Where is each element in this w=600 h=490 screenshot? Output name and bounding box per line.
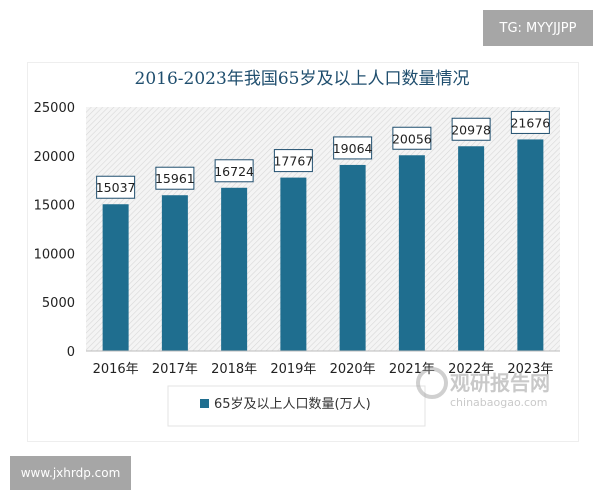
data-label-box xyxy=(273,149,313,173)
y-tick-label: 5000 xyxy=(42,296,75,311)
x-tick-label: 2018年 xyxy=(211,362,257,377)
x-tick-label: 2022年 xyxy=(448,362,494,377)
y-tick-label: 10000 xyxy=(34,247,75,262)
y-tick-label: 20000 xyxy=(34,150,75,165)
bar xyxy=(398,155,425,351)
data-label: 17767 xyxy=(273,154,313,169)
bar xyxy=(221,187,248,351)
data-label: 19064 xyxy=(333,141,373,156)
x-tick-label: 2019年 xyxy=(270,362,316,377)
y-tick-label: 25000 xyxy=(34,101,75,116)
svg-text:观研报告网: 观研报告网 xyxy=(450,371,550,395)
data-label-box xyxy=(333,136,373,160)
data-label: 20056 xyxy=(392,131,432,146)
y-tick-label: 15000 xyxy=(34,199,75,214)
bar-chart: 2016-2023年我国65岁及以上人口数量情况 0 5000 10000 15000… xyxy=(34,69,560,427)
bar xyxy=(102,204,129,351)
bar xyxy=(280,177,307,351)
data-label-box xyxy=(510,110,550,134)
data-label: 20978 xyxy=(451,122,491,137)
x-tick-label: 2021年 xyxy=(389,362,435,377)
data-label-box xyxy=(392,126,432,150)
data-label: 15961 xyxy=(155,171,195,186)
data-label-box xyxy=(214,159,254,183)
legend-swatch xyxy=(200,399,209,408)
svg-text:chinabaogao.com: chinabaogao.com xyxy=(450,396,548,409)
data-label-box xyxy=(155,166,195,190)
y-tick-label: 0 xyxy=(67,345,75,360)
legend-label: 65岁及以上人口数量(万人) xyxy=(214,397,371,412)
bar xyxy=(517,139,544,351)
bar xyxy=(339,164,366,351)
x-tick-label: 2023年 xyxy=(507,362,553,377)
data-label: 16724 xyxy=(214,164,254,179)
data-label-box xyxy=(96,175,136,199)
x-tick-label: 2016年 xyxy=(93,362,139,377)
plot-area xyxy=(86,107,560,351)
x-tick-label: 2017年 xyxy=(152,362,198,377)
watermark-tg: TG: MYYJJPP xyxy=(483,10,593,46)
logo-watermark: 观研报告网 chinabaogao.com xyxy=(416,367,550,409)
x-tick-label: 2020年 xyxy=(330,362,376,377)
data-label-box xyxy=(451,117,491,141)
data-label: 15037 xyxy=(96,180,136,195)
bar xyxy=(161,195,188,351)
chart-title: 2016-2023年我国65岁及以上人口数量情况 xyxy=(135,69,470,89)
bar xyxy=(458,146,485,351)
data-label: 21676 xyxy=(510,115,550,130)
legend: 65岁及以上人口数量(万人) xyxy=(167,385,426,427)
watermark-url: www.jxhrdp.com xyxy=(10,456,131,490)
